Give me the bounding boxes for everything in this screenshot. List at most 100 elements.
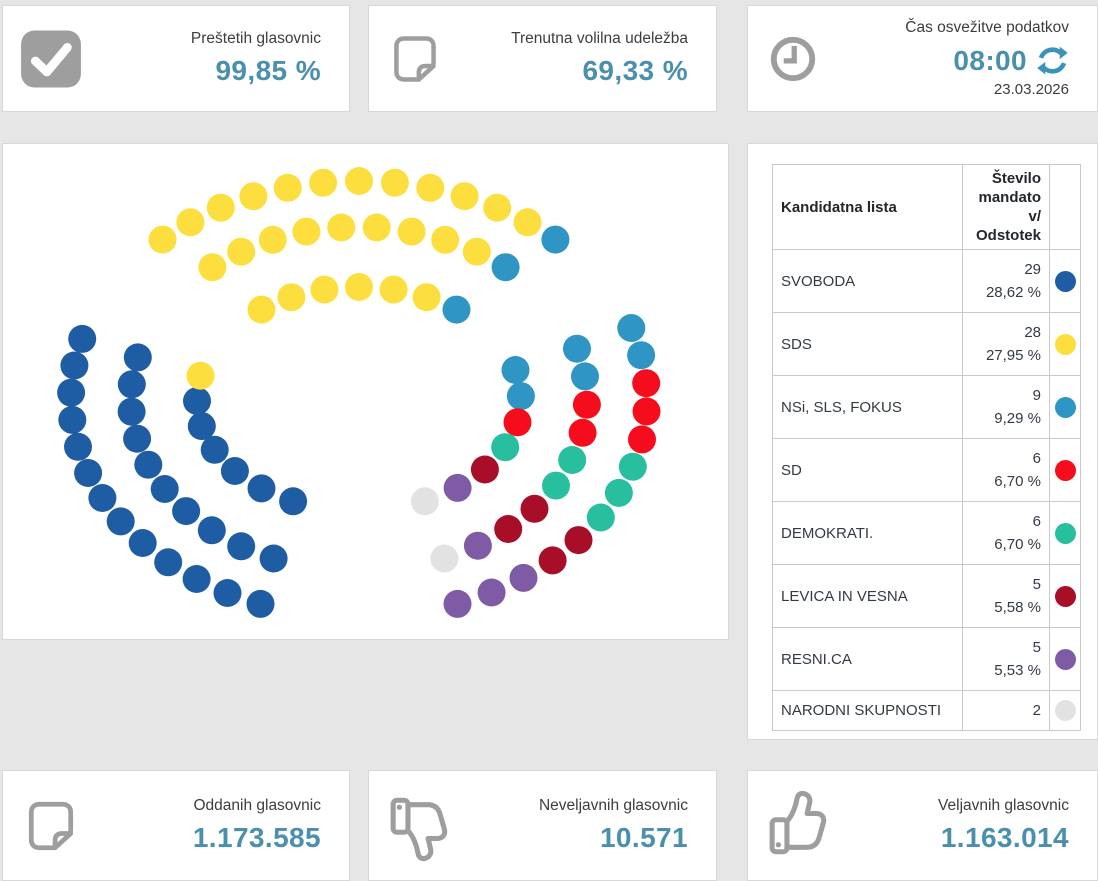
header-candidate-list: Kandidatna lista <box>772 164 963 250</box>
seat-dot <box>632 397 661 426</box>
party-color-cell <box>1049 438 1081 502</box>
party-result-cell: 2 <box>962 690 1050 731</box>
table-row: SD 6 6,70 % <box>772 438 1081 502</box>
seat-dot <box>88 484 117 512</box>
seat-dot <box>463 531 492 560</box>
seat-dot <box>58 405 87 434</box>
seat-dot <box>123 343 152 372</box>
seat-dot <box>206 193 235 222</box>
seat-dot <box>410 487 439 516</box>
seat-dot <box>128 529 157 557</box>
seat-dot <box>227 532 256 561</box>
seat-dot <box>182 565 211 593</box>
seat-dot <box>568 418 597 447</box>
seat-dot <box>541 225 570 254</box>
seat-dot <box>258 225 287 254</box>
percent-value: 5,58 % <box>994 599 1041 616</box>
seat-dot <box>345 273 373 301</box>
clock-icon <box>762 28 846 90</box>
party-color-dot <box>1054 700 1076 721</box>
seat-dot <box>443 589 472 618</box>
seat-dot <box>491 253 520 282</box>
seat-dot <box>345 167 373 195</box>
seat-dot <box>123 424 152 453</box>
seat-dot <box>227 237 256 266</box>
party-result-cell: 29 28,62 % <box>962 249 1050 313</box>
seat-dot <box>501 356 530 384</box>
seat-dot <box>558 446 587 474</box>
party-color-cell <box>1049 564 1081 628</box>
card-valid-ballots: Veljavnih glasovnic 1.163.014 <box>747 770 1098 881</box>
seat-dot <box>247 295 276 324</box>
seat-dot <box>443 473 472 502</box>
seat-dot <box>586 503 615 532</box>
seat-dot <box>117 370 146 399</box>
seat-dot <box>416 173 445 202</box>
seat-dot <box>617 314 646 342</box>
seat-dot <box>150 475 179 503</box>
seat-dot <box>628 425 656 454</box>
seat-dot <box>183 387 211 415</box>
party-color-cell <box>1049 690 1081 731</box>
thumbs-up-icon <box>762 787 846 865</box>
seat-dot <box>362 213 391 242</box>
seat-dot <box>277 283 306 312</box>
results-table-panel: Kandidatna lista Število mandatov/ Odsto… <box>747 143 1098 740</box>
seats-value: 5 <box>1032 639 1041 656</box>
card-label: Neveljavnih glasovnic <box>538 797 688 814</box>
card-label: Trenutna volilna udeležba <box>511 30 688 47</box>
valid-ballots-value: 1.163.014 <box>940 822 1069 853</box>
card-label: Veljavnih glasovnic <box>938 797 1069 814</box>
party-name-cell: NSi, SLS, FOKUS <box>772 375 963 439</box>
party-name-cell: SDS <box>772 312 963 376</box>
seat-dot <box>259 544 288 573</box>
refresh-icon[interactable] <box>1036 44 1069 77</box>
seat-dot <box>462 237 491 266</box>
seat-dot <box>483 193 512 222</box>
header-seats-percent: Število mandatov/ Odstotek <box>962 164 1050 250</box>
seat-dot <box>571 362 599 391</box>
refresh-time-value: 08:00 <box>953 44 1027 76</box>
percent-value: 28,62 % <box>985 284 1041 301</box>
party-name-cell: SVOBODA <box>772 249 963 313</box>
seat-dot <box>187 412 216 441</box>
seat-dot <box>542 471 570 500</box>
percent-value: 27,95 % <box>985 347 1041 364</box>
seat-dot <box>477 578 506 607</box>
party-color-dot <box>1054 333 1076 355</box>
seat-dot <box>64 432 92 461</box>
party-color-cell <box>1049 312 1081 376</box>
seat-dot <box>148 225 177 254</box>
check-square-icon <box>17 25 101 93</box>
table-header-row: Kandidatna lista Število mandatov/ Odsto… <box>772 164 1081 250</box>
party-name-cell: LEVICA IN VESNA <box>772 564 963 628</box>
seats-value: 9 <box>1032 387 1041 404</box>
seat-dot <box>572 390 601 419</box>
seats-value: 29 <box>1024 261 1041 278</box>
header-color-column <box>1049 164 1081 250</box>
seat-dot <box>197 516 226 545</box>
seat-dot <box>213 579 242 607</box>
seat-dot <box>220 457 249 485</box>
seat-dot <box>397 217 426 246</box>
party-color-dot <box>1054 270 1076 292</box>
cast-ballots-value: 1.173.585 <box>192 822 321 853</box>
seat-dot <box>60 351 89 380</box>
seats-value: 6 <box>1032 513 1041 530</box>
seat-dot <box>379 275 408 304</box>
party-result-cell: 5 5,58 % <box>962 564 1050 628</box>
table-row: NSi, SLS, FOKUS 9 9,29 % <box>772 375 1081 439</box>
card-counted-ballots: Preštetih glasovnic 99,85 % <box>2 5 350 112</box>
seat-dot <box>176 208 205 237</box>
seat-dot <box>106 507 135 536</box>
card-refresh-time: Čas osvežitve podatkov 08:00 23.03.2026 <box>747 5 1098 112</box>
parliament-chart-panel <box>2 143 729 640</box>
party-color-dot <box>1054 459 1076 481</box>
seat-dot <box>604 478 633 507</box>
seat-dot <box>172 497 201 526</box>
party-color-cell <box>1049 375 1081 439</box>
seat-dot <box>491 433 520 462</box>
seats-value: 5 <box>1032 576 1041 593</box>
party-color-dot <box>1054 396 1076 418</box>
